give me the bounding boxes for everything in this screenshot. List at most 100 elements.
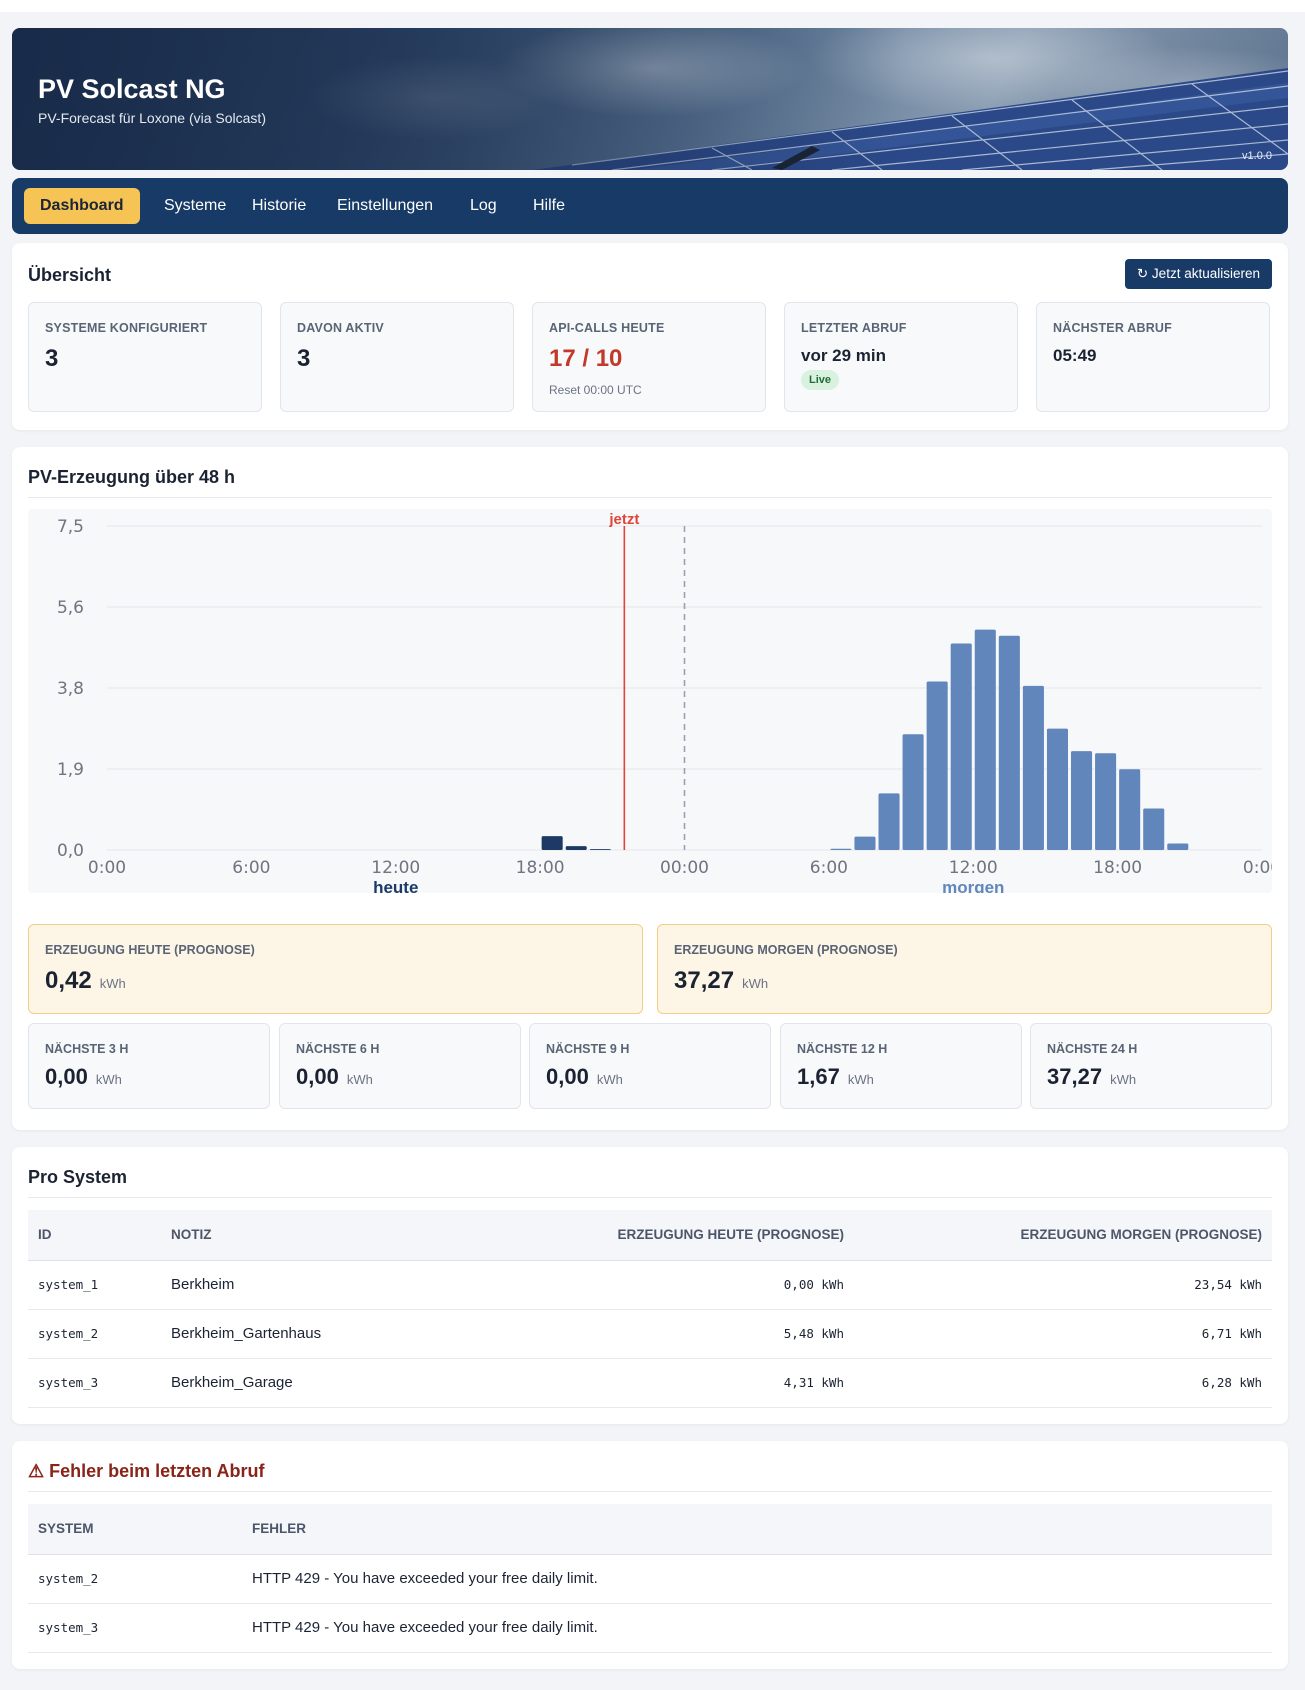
- window-next-12h: NÄCHSTE 12 H 1,67 kWh: [780, 1023, 1022, 1109]
- cell-tomorrow: 6,71 kWh: [854, 1309, 1272, 1359]
- col-id: ID: [28, 1210, 161, 1261]
- app-version: v1.0.0: [1242, 150, 1272, 162]
- col-tomorrow: ERZEUGUNG MORGEN (PROGNOSE): [854, 1210, 1272, 1261]
- chart-bar: [950, 643, 972, 850]
- per-system-title: Pro System: [28, 1167, 128, 1187]
- stat-value: 05:49: [1053, 346, 1097, 365]
- x-tick-label: 18:00: [1093, 858, 1142, 878]
- stat-systems-configured: SYSTEME KONFIGURIERT 3: [28, 302, 262, 412]
- cell-notiz: Berkheim: [161, 1260, 461, 1310]
- nav-dashboard[interactable]: Dashboard: [24, 188, 140, 224]
- x-tick-label: 0:00: [1243, 858, 1272, 878]
- divider: [28, 1197, 1272, 1198]
- cell-id: system_1: [28, 1260, 161, 1310]
- nav-systeme[interactable]: Systeme: [164, 197, 227, 214]
- cell-tomorrow: 6,28 kWh: [854, 1358, 1272, 1408]
- box-label: NÄCHSTE 9 H: [546, 1042, 630, 1056]
- cell-error: HTTP 429 - You have exceeded your free d…: [242, 1554, 1272, 1604]
- table-header-row: ID NOTIZ ERZEUGUNG HEUTE (PROGNOSE) ERZE…: [28, 1210, 1272, 1261]
- production-title: PV-Erzeugung über 48 h: [28, 467, 236, 487]
- col-error: FEHLER: [242, 1504, 1272, 1555]
- value-number: 37,27: [1047, 1064, 1103, 1089]
- stat-value: 3: [297, 345, 311, 372]
- box-value: 0,00 kWh: [45, 1064, 122, 1090]
- x-tick-label: 6:00: [232, 858, 270, 878]
- chart-bar: [589, 849, 611, 850]
- chart-bar: [1095, 753, 1117, 850]
- box-label: ERZEUGUNG MORGEN (PROGNOSE): [674, 943, 898, 957]
- value-number: 1,67: [797, 1064, 840, 1089]
- day-label: heute: [373, 878, 418, 893]
- value-unit: kWh: [346, 1072, 373, 1087]
- errors-table: SYSTEM FEHLER system_2 HTTP 429 - You ha…: [28, 1504, 1272, 1653]
- chart-svg: 0,0 1,9 3,8 5,6 7,5 0:00 6:00 12:00 18:00 00:00 6:…: [57, 511, 1272, 893]
- stat-last-fetch: LETZTER ABRUF vor 29 min Live: [784, 302, 1018, 412]
- banner-shade: [12, 28, 1288, 170]
- value-unit: kWh: [596, 1072, 623, 1087]
- cell-system: system_2: [28, 1554, 242, 1604]
- table-row: system_3 Berkheim_Garage 4,31 kWh 6,28 k…: [28, 1358, 1272, 1408]
- box-value: 0,00 kWh: [296, 1064, 373, 1090]
- stat-next-fetch: NÄCHSTER ABRUF 05:49: [1036, 302, 1270, 412]
- main-nav: Dashboard Systeme Historie Einstellungen…: [12, 178, 1288, 234]
- overview-title: Übersicht: [28, 265, 112, 285]
- live-badge: Live: [801, 370, 840, 390]
- table-row: system_3 HTTP 429 - You have exceeded yo…: [28, 1603, 1272, 1653]
- x-tick-label: 12:00: [371, 858, 420, 878]
- box-value: 0,42 kWh: [45, 967, 126, 995]
- box-label: NÄCHSTE 6 H: [296, 1042, 380, 1056]
- cell-today: 0,00 kWh: [461, 1260, 854, 1310]
- refresh-button[interactable]: ↻ Jetzt aktualisieren: [1124, 259, 1272, 289]
- stat-label: NÄCHSTER ABRUF: [1053, 321, 1172, 335]
- col-system: SYSTEM: [28, 1504, 242, 1555]
- header-banner: PV Solcast NG PV-Forecast für Loxone (vi…: [12, 28, 1288, 170]
- stat-label: API-CALLS HEUTE: [549, 321, 665, 335]
- chart-bar: [1046, 728, 1068, 850]
- value-number: 0,42: [45, 967, 92, 994]
- chart-bar: [998, 635, 1020, 850]
- stat-label: LETZTER ABRUF: [801, 321, 907, 335]
- now-label: jetzt: [608, 511, 639, 528]
- errors-title: ⚠ Fehler beim letzten Abruf: [28, 1461, 265, 1481]
- box-label: NÄCHSTE 24 H: [1047, 1042, 1138, 1056]
- cell-today: 4,31 kWh: [461, 1358, 854, 1408]
- nav-hilfe[interactable]: Hilfe: [533, 197, 566, 214]
- y-tick-label: 0,0: [57, 841, 84, 861]
- col-today: ERZEUGUNG HEUTE (PROGNOSE): [461, 1210, 854, 1261]
- chart-bar: [565, 846, 587, 850]
- nav-einstellungen[interactable]: Einstellungen: [337, 197, 434, 214]
- y-tick-label: 1,9: [57, 760, 84, 780]
- day-label: morgen: [942, 878, 1004, 893]
- box-label: ERZEUGUNG HEUTE (PROGNOSE): [45, 943, 255, 957]
- cell-id: system_3: [28, 1358, 161, 1408]
- per-system-table: ID NOTIZ ERZEUGUNG HEUTE (PROGNOSE) ERZE…: [28, 1210, 1272, 1408]
- production-chart: 0,0 1,9 3,8 5,6 7,5 0:00 6:00 12:00 18:00 00:00 6:…: [28, 509, 1272, 893]
- stat-value: 3: [45, 345, 59, 372]
- table-row: system_1 Berkheim 0,00 kWh 23,54 kWh: [28, 1260, 1272, 1310]
- value-unit: kWh: [95, 1072, 122, 1087]
- table-row: system_2 Berkheim_Gartenhaus 5,48 kWh 6,…: [28, 1309, 1272, 1359]
- col-notiz: NOTIZ: [161, 1210, 461, 1261]
- value-unit: kWh: [99, 976, 126, 991]
- box-value: 1,67 kWh: [797, 1064, 874, 1090]
- chart-bar: [1143, 808, 1165, 850]
- nav-historie[interactable]: Historie: [252, 197, 307, 214]
- top-strip: [0, 0, 1305, 12]
- production-tomorrow-box: ERZEUGUNG MORGEN (PROGNOSE) 37,27 kWh: [657, 924, 1272, 1014]
- x-tick-label: 12:00: [949, 858, 998, 878]
- chart-bar: [902, 734, 924, 850]
- x-tick-label: 18:00: [516, 858, 565, 878]
- nav-log[interactable]: Log: [470, 197, 497, 214]
- chart-bar: [1167, 843, 1189, 850]
- value-unit: kWh: [742, 976, 769, 991]
- value-number: 0,00: [296, 1064, 339, 1089]
- app-title: PV Solcast NG: [38, 74, 226, 104]
- box-value: 37,27 kWh: [1047, 1064, 1136, 1090]
- box-label: NÄCHSTE 3 H: [45, 1042, 129, 1056]
- errors-card: ⚠ Fehler beim letzten Abruf SYSTEM FEHLE…: [12, 1441, 1288, 1669]
- window-next-3h: NÄCHSTE 3 H 0,00 kWh: [28, 1023, 270, 1109]
- overview-card: Übersicht ↻ Jetzt aktualisieren SYSTEME …: [12, 243, 1288, 430]
- chart-bar: [878, 793, 900, 850]
- value-number: 37,27: [674, 967, 735, 994]
- table-header-row: SYSTEM FEHLER: [28, 1504, 1272, 1555]
